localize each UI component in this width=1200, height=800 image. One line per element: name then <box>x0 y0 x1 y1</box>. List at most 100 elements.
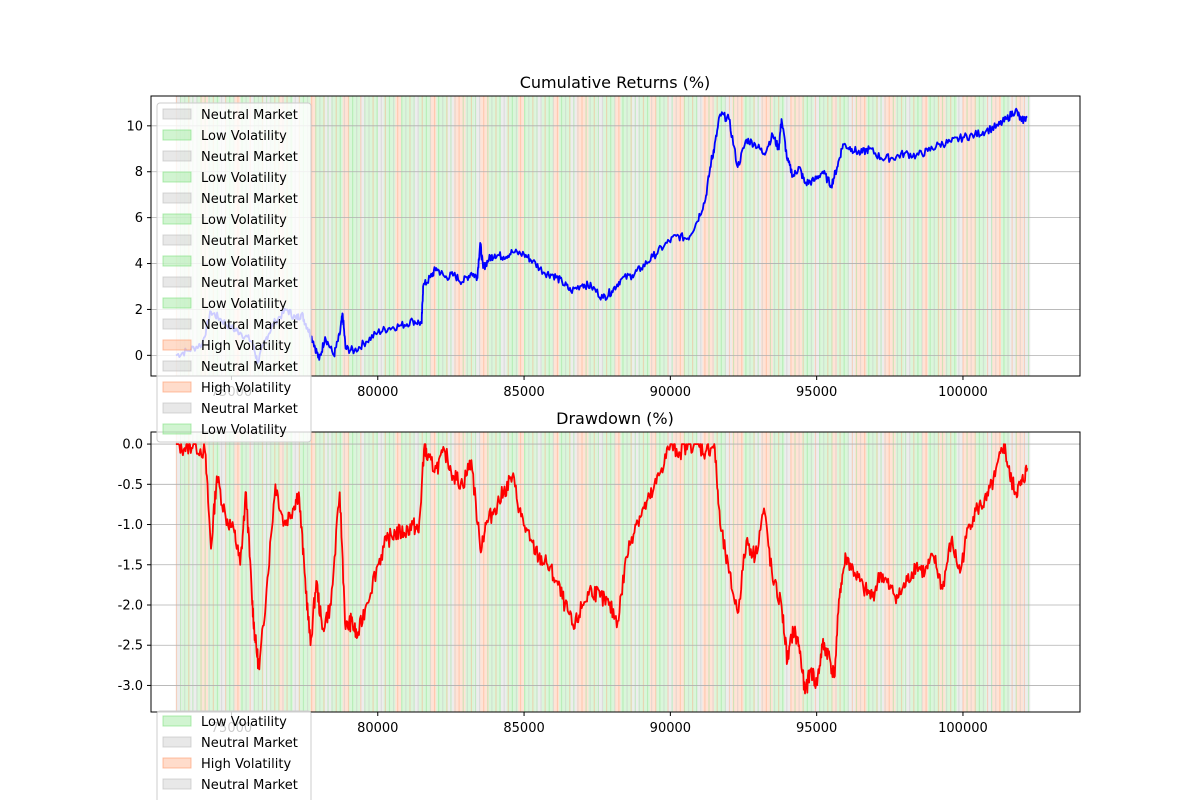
regime-span-high <box>702 96 715 376</box>
regime-stripe <box>401 432 403 712</box>
regime-stripe <box>515 96 518 376</box>
regime-stripe <box>933 432 935 712</box>
regime-span-neutral <box>500 96 507 376</box>
regime-span-neutral <box>190 432 197 712</box>
legend-label: Low Volatility <box>201 213 287 228</box>
regime-stripe <box>663 432 665 712</box>
regime-span-low <box>225 432 235 712</box>
regime-stripe <box>585 432 587 712</box>
regime-span-neutral <box>986 96 993 376</box>
regime-span-high <box>649 432 656 712</box>
y-gridlines <box>151 443 1080 686</box>
regime-stripe <box>667 432 669 712</box>
regime-span-high <box>202 432 209 712</box>
regime-stripe <box>679 432 681 712</box>
regime-stripe <box>372 432 374 712</box>
legend-swatch <box>162 339 192 351</box>
regime-span-neutral <box>500 432 507 712</box>
regime-stripe <box>753 432 755 712</box>
regime-span-high <box>614 96 621 376</box>
legend-swatch <box>162 360 192 372</box>
regime-stripe <box>544 432 546 712</box>
regime-stripe <box>409 96 411 376</box>
regime-span-high <box>831 96 838 376</box>
regime-span-low <box>401 96 413 376</box>
regime-stripe <box>630 96 632 376</box>
legend-swatch <box>162 423 192 435</box>
regime-span-low <box>524 96 536 376</box>
regime-stripe <box>331 432 333 712</box>
regime-stripe <box>483 96 485 376</box>
regime-stripe <box>380 96 382 376</box>
regime-stripe <box>831 432 833 712</box>
regime-stripe <box>782 96 784 376</box>
regime-span-low <box>316 432 326 712</box>
regime-stripe <box>859 432 862 712</box>
legend-swatch <box>162 715 192 727</box>
regime-span-low <box>181 432 191 712</box>
regime-span-high <box>1015 432 1023 712</box>
legend-swatch <box>162 402 192 414</box>
regime-stripe <box>778 96 780 376</box>
cumulative-returns-title: Cumulative Returns (%) <box>520 73 711 92</box>
regime-stripe <box>462 432 464 712</box>
y-tick-label: -0.5 <box>118 478 143 493</box>
regime-stripe <box>978 432 980 712</box>
regime-span-high <box>234 432 241 712</box>
regime-stripe <box>696 432 698 712</box>
regime-span-neutral <box>904 96 911 376</box>
legend-swatch <box>162 381 192 393</box>
regime-span-low <box>269 432 279 712</box>
regime-stripe <box>626 96 628 376</box>
regime-stripe <box>687 432 690 712</box>
regime-span-high <box>553 96 560 376</box>
regime-span-low <box>488 432 501 712</box>
regime-stripe <box>511 96 513 376</box>
regime-stripe <box>921 96 923 376</box>
regime-stripe <box>724 432 726 712</box>
regime-stripe <box>982 432 985 712</box>
regime-stripe <box>343 432 346 712</box>
regime-stripe <box>466 432 468 712</box>
regime-stripe <box>311 432 313 712</box>
regime-stripe <box>487 96 489 376</box>
regime-span-neutral <box>667 96 674 376</box>
regime-stripe <box>417 96 419 376</box>
regime-span-high <box>883 96 896 376</box>
y-tick-label: 4 <box>135 257 143 272</box>
regime-span-low <box>401 432 413 712</box>
regime-stripe <box>831 96 833 376</box>
regime-span-low <box>559 432 571 712</box>
regime-stripe <box>409 432 411 712</box>
y-tick-label: -1.5 <box>118 558 143 573</box>
regime-span-high <box>992 432 1001 712</box>
regime-span-neutral <box>412 96 419 376</box>
regime-stripe <box>888 432 890 712</box>
regime-stripe <box>999 432 1001 712</box>
regime-stripe <box>585 96 587 376</box>
regime-stripe <box>503 432 505 712</box>
regime-span-neutral <box>813 432 820 712</box>
y-tick-label: -2.5 <box>118 639 143 654</box>
regime-span-low <box>655 432 668 712</box>
regime-stripe <box>577 432 579 712</box>
regime-stripe <box>245 432 247 712</box>
legend-label: Neutral Market <box>201 318 298 333</box>
regime-stripe <box>839 96 841 376</box>
regime-stripe <box>782 432 784 712</box>
regime-span-low <box>819 432 832 712</box>
regime-stripe <box>503 96 505 376</box>
regime-stripe <box>347 96 350 376</box>
legend-label: Neutral Market <box>201 192 298 207</box>
regime-stripe <box>392 432 395 712</box>
regime-stripe <box>970 432 972 712</box>
regime-stripe <box>552 96 554 376</box>
regime-stripe <box>941 96 944 376</box>
regime-span-high <box>790 432 803 712</box>
regime-stripe <box>261 432 264 712</box>
regime-stripe <box>913 96 915 376</box>
regime-stripe <box>507 96 509 376</box>
x-tick-label: 85000 <box>503 385 544 400</box>
regime-span-low <box>383 432 396 712</box>
regime-stripe <box>323 432 325 712</box>
